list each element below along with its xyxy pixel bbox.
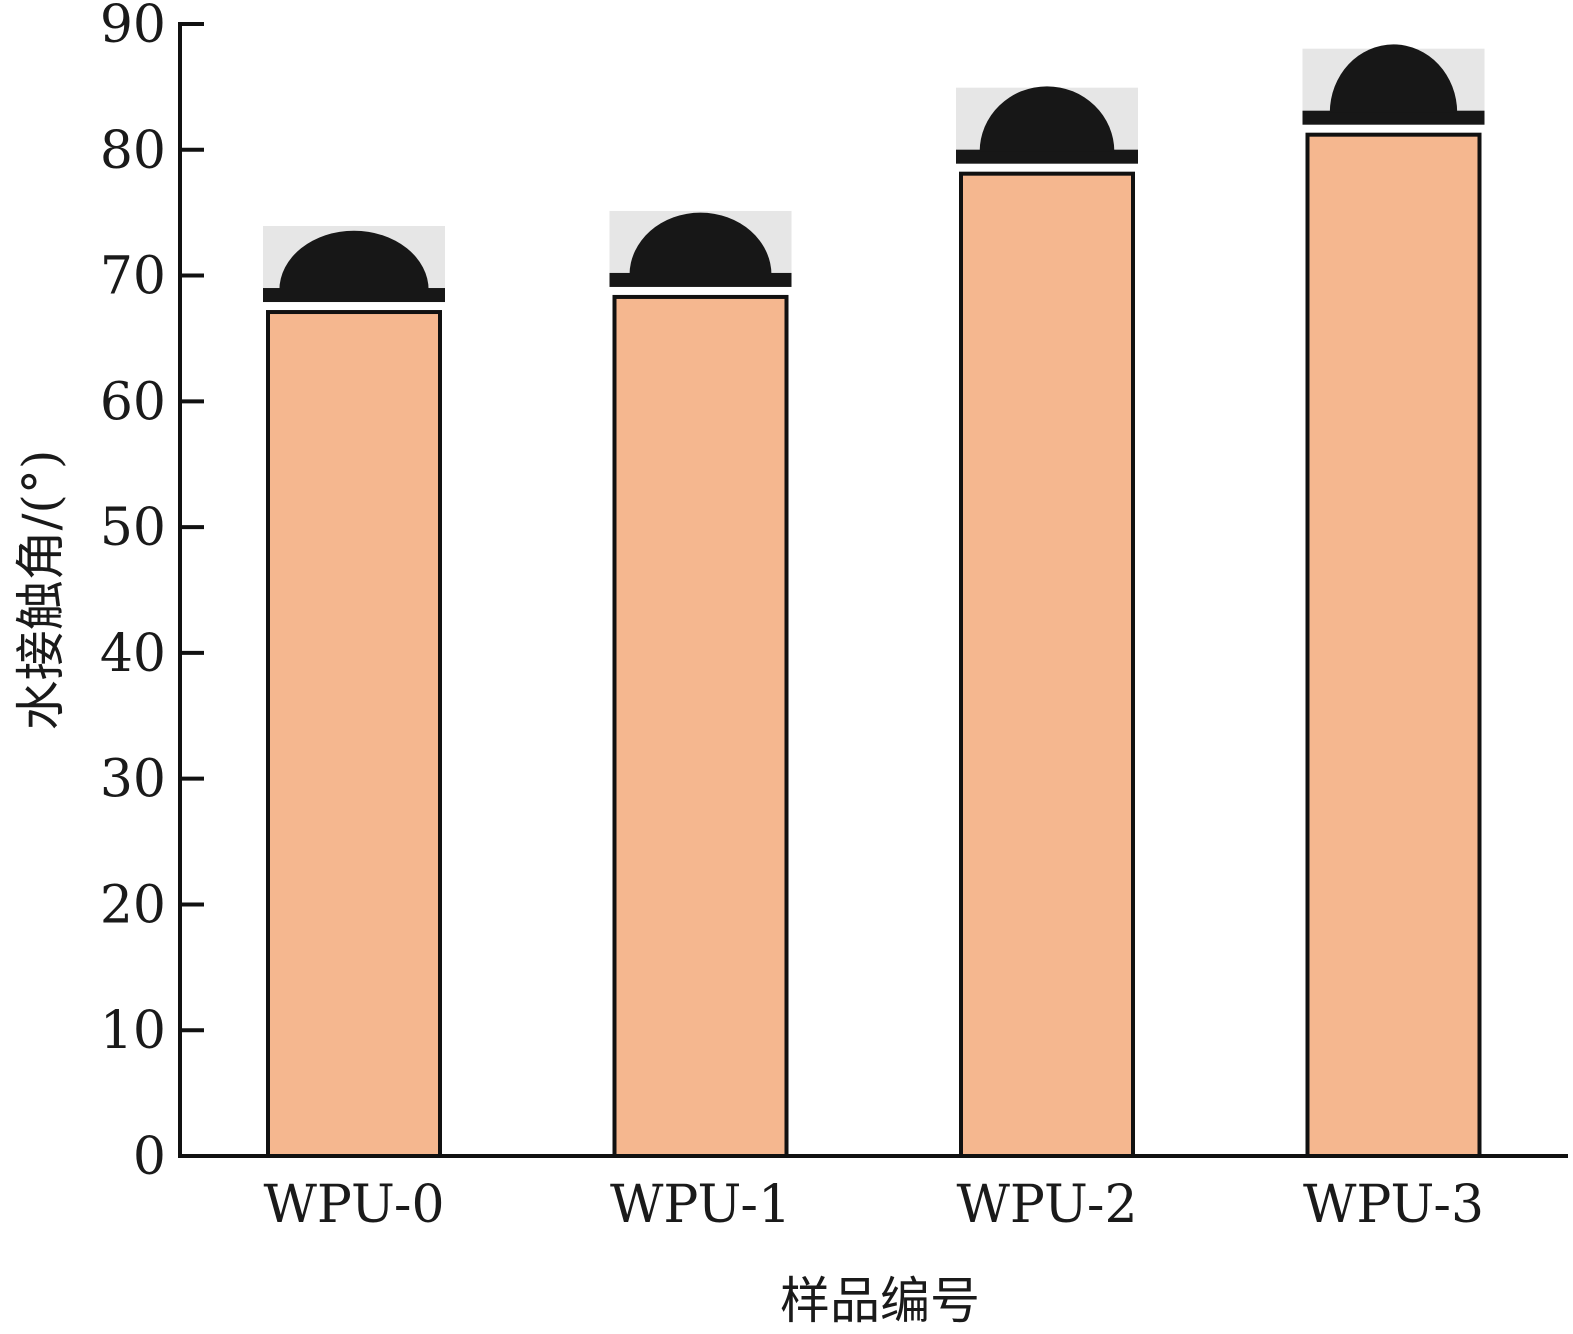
bar-wpu-1 (612, 294, 789, 1158)
bar-wpu-2 (959, 171, 1135, 1159)
x-tick-label: WPU-0 (263, 1175, 444, 1235)
x-axis-title: 样品编号 (780, 1272, 980, 1330)
bar-wpu-3 (1305, 132, 1482, 1158)
y-tick-label: 60 (100, 372, 166, 432)
axes (178, 22, 1568, 1158)
y-tick-label: 90 (100, 0, 166, 55)
x-tick-label: WPU-1 (610, 1175, 791, 1235)
y-tick-label: 80 (100, 121, 166, 181)
droplet-shape (979, 86, 1115, 152)
y-tick-label: 50 (100, 498, 166, 558)
y-tick-label: 30 (100, 750, 166, 810)
x-tick-label: WPU-3 (1303, 1175, 1484, 1235)
water-droplet-photo (609, 210, 792, 287)
water-droplet-photo (956, 86, 1138, 164)
y-axis-title: 水接触角/(°) (12, 450, 70, 731)
water-droplet-photo (1302, 44, 1485, 125)
bar-wpu-0 (266, 310, 442, 1158)
droplet-shape (279, 230, 429, 291)
droplet-substrate (956, 149, 1138, 164)
bars (266, 132, 1482, 1159)
y-tick-label: 20 (100, 875, 166, 935)
y-tick-label: 10 (100, 1001, 166, 1061)
y-tick-label: 40 (100, 624, 166, 684)
droplet-substrate (1302, 110, 1485, 125)
droplet-shape (1329, 44, 1458, 113)
droplet-photos (263, 44, 1485, 303)
x-axis-tick-labels: WPU-0 WPU-1 WPU-2 WPU-3 (263, 1175, 1484, 1235)
y-axis-ticks: 0 10 20 30 40 50 60 70 80 90 (100, 0, 204, 1187)
droplet-substrate (609, 272, 792, 287)
y-tick-label: 70 (100, 247, 166, 307)
droplet-substrate (263, 288, 445, 303)
y-tick-label: 0 (133, 1127, 166, 1187)
water-droplet-photo (263, 226, 445, 303)
x-tick-label: WPU-2 (956, 1175, 1137, 1235)
droplet-shape (629, 212, 772, 275)
